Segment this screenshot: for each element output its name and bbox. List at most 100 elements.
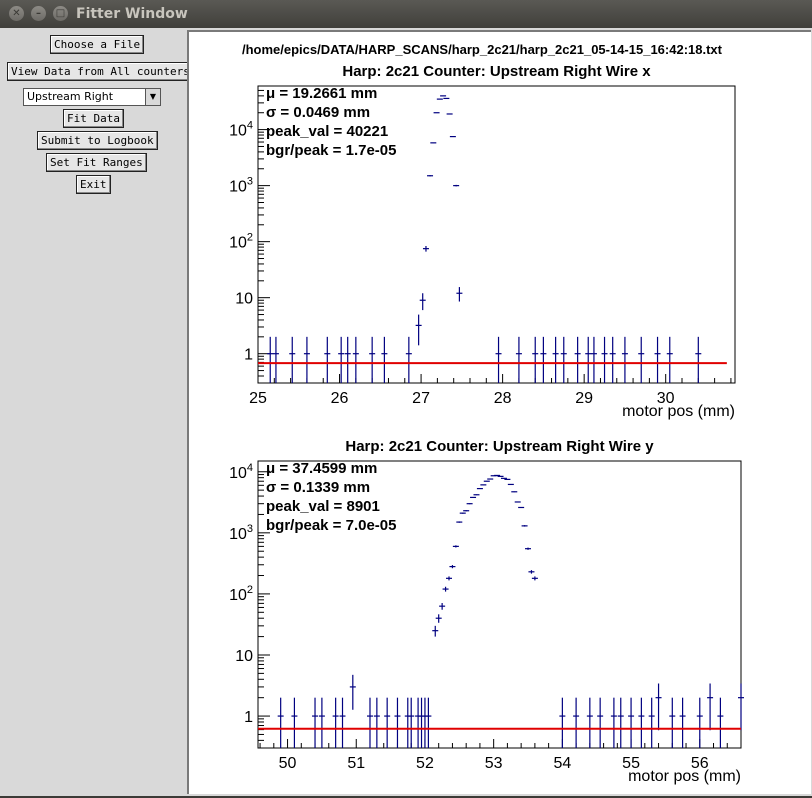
window-title: Fitter Window: [76, 6, 188, 22]
data-point: [405, 698, 411, 748]
data-point: [518, 507, 524, 508]
chart-2: Harp: 2c21 Counter: Upstream Right Wire …: [229, 438, 744, 785]
y-tick-label: 1: [244, 709, 253, 726]
view-all-counters-button[interactable]: View Data from All counters: [7, 62, 194, 81]
data-point: [436, 614, 442, 622]
data-point: [423, 246, 429, 252]
data-point: [638, 698, 644, 748]
data-point: [473, 494, 479, 495]
data-point: [324, 337, 330, 383]
data-point: [522, 525, 528, 526]
data-point: [374, 698, 380, 748]
chart-title: Harp: 2c21 Counter: Upstream Right Wire …: [342, 63, 651, 80]
data-point: [697, 698, 703, 748]
data-point: [575, 337, 581, 383]
maximize-window-button[interactable]: □: [53, 6, 68, 21]
data-point: [532, 576, 538, 580]
stats-line: peak_val = 40221: [266, 123, 388, 140]
data-point: [498, 476, 504, 477]
data-point: [381, 337, 387, 383]
y-tick-label: 103: [229, 176, 253, 196]
y-tick-label: 10: [235, 291, 253, 308]
data-point: [680, 698, 686, 748]
data-point: [467, 503, 473, 504]
exit-button[interactable]: Exit: [76, 175, 111, 194]
data-point: [540, 337, 546, 383]
data-point: [597, 698, 603, 748]
data-point: [453, 185, 459, 187]
chevron-down-icon[interactable]: ▼: [145, 89, 160, 105]
data-point: [289, 337, 295, 383]
x-axis-label: motor pos (mm): [622, 403, 735, 420]
data-point: [422, 698, 428, 748]
stats-line: peak_val = 8901: [266, 498, 380, 515]
data-point: [340, 698, 346, 748]
data-point: [304, 337, 310, 383]
y-tick-label: 102: [229, 584, 253, 604]
data-point: [656, 683, 662, 730]
data-point: [432, 626, 438, 637]
data-point: [443, 587, 449, 592]
x-axis-label: motor pos (mm): [628, 768, 741, 785]
data-point: [416, 315, 422, 346]
data-point: [267, 337, 273, 383]
x-tick-label: 54: [553, 755, 571, 772]
x-tick-label: 28: [494, 390, 512, 407]
data-point: [494, 475, 500, 476]
x-tick-label: 53: [485, 755, 503, 772]
data-point: [430, 143, 436, 144]
data-point: [384, 698, 390, 748]
data-point: [312, 698, 318, 748]
data-point: [487, 479, 493, 480]
minimize-window-button[interactable]: –: [31, 6, 46, 21]
data-point: [453, 545, 459, 547]
data-point: [602, 337, 608, 383]
data-point: [515, 502, 521, 503]
data-point: [611, 698, 617, 748]
data-point: [415, 698, 421, 748]
data-point: [504, 479, 510, 480]
data-point: [738, 683, 744, 730]
x-tick-label: 25: [249, 390, 267, 407]
plot-canvas: /home/epics/DATA/HARP_SCANS/harp_2c21/ha…: [187, 30, 811, 794]
data-point: [291, 698, 297, 748]
data-point: [439, 603, 445, 610]
data-point: [456, 521, 462, 522]
choose-file-button[interactable]: Choose a File: [50, 35, 144, 54]
stats-line: μ = 37.4599 mm: [266, 460, 377, 477]
data-point: [446, 576, 452, 580]
title-bar: ✕ – □ Fitter Window: [0, 0, 812, 28]
x-tick-label: 26: [331, 390, 349, 407]
control-sidebar: Choose a File View Data from All counter…: [0, 28, 186, 796]
set-fit-ranges-button[interactable]: Set Fit Ranges: [46, 153, 147, 172]
x-tick-label: 51: [347, 755, 365, 772]
data-point: [559, 698, 565, 748]
submit-logbook-button[interactable]: Submit to Logbook: [37, 131, 158, 150]
stats-line: bgr/peak = 7.0e-05: [266, 517, 397, 534]
x-tick-label: 27: [412, 390, 430, 407]
chart-title: Harp: 2c21 Counter: Upstream Right Wire …: [345, 438, 654, 455]
stats-line: μ = 19.2661 mm: [266, 85, 377, 102]
data-point: [622, 337, 628, 383]
y-tick-label: 102: [229, 232, 253, 252]
data-point: [618, 698, 624, 748]
data-point: [610, 337, 616, 383]
data-point: [649, 698, 655, 748]
data-point: [420, 293, 426, 310]
x-tick-label: 29: [575, 390, 593, 407]
fit-data-button[interactable]: Fit Data: [63, 109, 124, 128]
close-window-button[interactable]: ✕: [9, 6, 24, 21]
x-tick-label: 50: [279, 755, 297, 772]
data-point: [628, 698, 634, 748]
data-point: [525, 548, 531, 550]
data-point: [511, 491, 517, 492]
y-tick-label: 103: [229, 523, 253, 543]
stats-line: bgr/peak = 1.7e-05: [266, 142, 397, 159]
data-point: [516, 337, 522, 383]
counter-select[interactable]: Upstream Right ▼: [23, 88, 161, 106]
data-point: [353, 337, 359, 383]
data-point: [319, 698, 325, 748]
data-point: [532, 337, 538, 383]
data-point: [501, 478, 507, 479]
